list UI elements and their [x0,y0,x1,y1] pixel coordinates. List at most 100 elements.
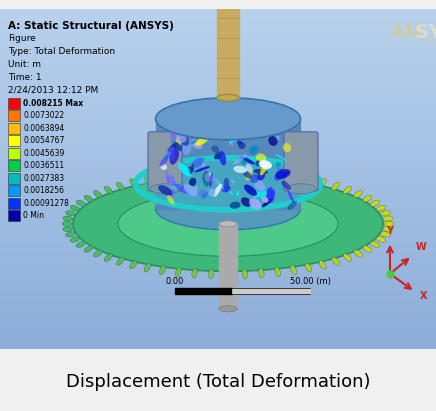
Ellipse shape [144,175,151,185]
Ellipse shape [288,119,290,125]
Text: X: X [420,291,428,301]
Bar [0,177,436,178]
Bar [0,312,436,313]
Bar [0,158,436,159]
Bar [0,97,436,98]
Bar [0,24,436,25]
Ellipse shape [156,98,300,140]
Bar [0,284,436,285]
Bar [0,190,436,191]
Ellipse shape [93,191,102,198]
Bar [0,194,436,195]
Bar [0,159,436,160]
Ellipse shape [371,200,380,206]
Ellipse shape [228,130,241,143]
Ellipse shape [266,122,278,131]
Bar [0,137,436,138]
Bar [0,257,436,258]
Ellipse shape [201,118,206,127]
Bar [0,92,436,93]
Text: 50.00 (m): 50.00 (m) [290,277,330,286]
Ellipse shape [170,146,175,160]
Ellipse shape [189,178,196,186]
Ellipse shape [278,124,285,132]
Ellipse shape [209,169,214,178]
Bar [0,171,436,172]
Bar [0,106,436,107]
Ellipse shape [191,157,204,168]
Bar [0,172,436,173]
Bar [0,85,436,86]
Ellipse shape [257,172,265,180]
Bar [0,264,436,265]
Bar [0,189,436,190]
Bar [0,324,436,325]
Bar [0,337,436,338]
Bar [0,302,436,303]
Bar [0,102,436,103]
Bar [0,344,436,345]
Bar [0,265,436,266]
Bar [0,81,436,82]
Ellipse shape [185,117,198,129]
Ellipse shape [384,221,394,226]
Bar [0,71,436,72]
Bar [0,203,436,204]
Ellipse shape [268,190,275,203]
Bar [0,210,436,211]
Bar [0,116,436,117]
Bar [0,110,436,111]
Ellipse shape [290,173,296,182]
Ellipse shape [160,265,166,275]
Bar [0,241,436,242]
Bar [0,32,436,33]
Ellipse shape [276,164,282,175]
Bar [0,89,436,90]
Bar [0,281,436,282]
Ellipse shape [259,268,264,278]
Bar [0,341,436,342]
Bar [0,274,436,275]
Bar [0,208,436,209]
Bar [0,226,436,227]
Ellipse shape [160,173,166,182]
Text: 0.0063894: 0.0063894 [23,124,64,133]
Bar [0,340,436,341]
Ellipse shape [84,195,93,202]
Ellipse shape [221,122,225,129]
Bar [0,297,436,298]
Ellipse shape [144,263,151,272]
Ellipse shape [63,226,73,232]
Ellipse shape [168,189,175,199]
Ellipse shape [62,221,72,226]
Ellipse shape [202,171,210,187]
Bar [8,198,20,209]
Bar [0,343,436,344]
Bar [0,304,436,305]
Bar [0,213,436,214]
Text: Displacement (Total Deformation): Displacement (Total Deformation) [66,373,370,391]
Ellipse shape [209,173,213,187]
Bar [0,198,436,199]
Bar [0,301,436,302]
Ellipse shape [202,159,205,177]
Bar [0,124,436,125]
Ellipse shape [181,139,186,146]
Bar [0,57,436,58]
Ellipse shape [174,184,189,194]
Ellipse shape [225,168,231,178]
Bar [0,104,436,105]
Bar [0,103,436,104]
Bar [0,75,436,76]
Ellipse shape [259,160,272,169]
Ellipse shape [190,164,194,174]
Ellipse shape [195,135,210,146]
Bar [0,150,436,151]
Ellipse shape [217,94,239,101]
Bar [8,123,20,134]
Ellipse shape [219,151,226,166]
Ellipse shape [182,139,192,155]
Bar [0,347,436,348]
Ellipse shape [156,188,300,230]
Bar [0,46,436,47]
